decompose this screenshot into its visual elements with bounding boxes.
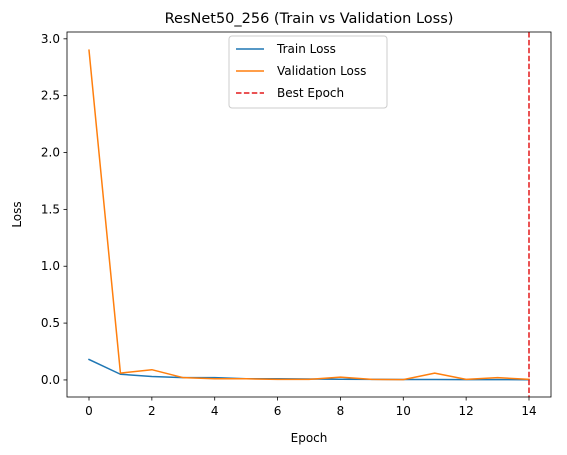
x-tick-label: 14 <box>521 404 536 418</box>
x-tick-label: 8 <box>337 404 345 418</box>
x-tick-label: 12 <box>459 404 474 418</box>
legend: Train Loss Validation Loss Best Epoch <box>229 36 387 108</box>
y-tick-label: 1.0 <box>41 259 60 273</box>
y-tick-label: 0.0 <box>41 373 60 387</box>
x-tick-label: 0 <box>85 404 93 418</box>
y-tick-label: 1.5 <box>41 202 60 216</box>
x-tick-label: 2 <box>148 404 156 418</box>
legend-label: Validation Loss <box>277 64 366 78</box>
y-tick-label: 2.0 <box>41 146 60 160</box>
legend-label: Best Epoch <box>277 86 344 100</box>
x-tick-label: 10 <box>396 404 411 418</box>
legend-label: Train Loss <box>276 42 336 56</box>
y-tick-label: 2.5 <box>41 89 60 103</box>
y-tick-label: 3.0 <box>41 32 60 46</box>
x-tick-label: 4 <box>211 404 219 418</box>
y-axis-label: Loss <box>10 201 24 227</box>
y-tick-label: 0.5 <box>41 316 60 330</box>
x-axis-label: Epoch <box>291 431 328 445</box>
x-tick-label: 6 <box>274 404 282 418</box>
chart-title: ResNet50_256 (Train vs Validation Loss) <box>165 11 454 27</box>
